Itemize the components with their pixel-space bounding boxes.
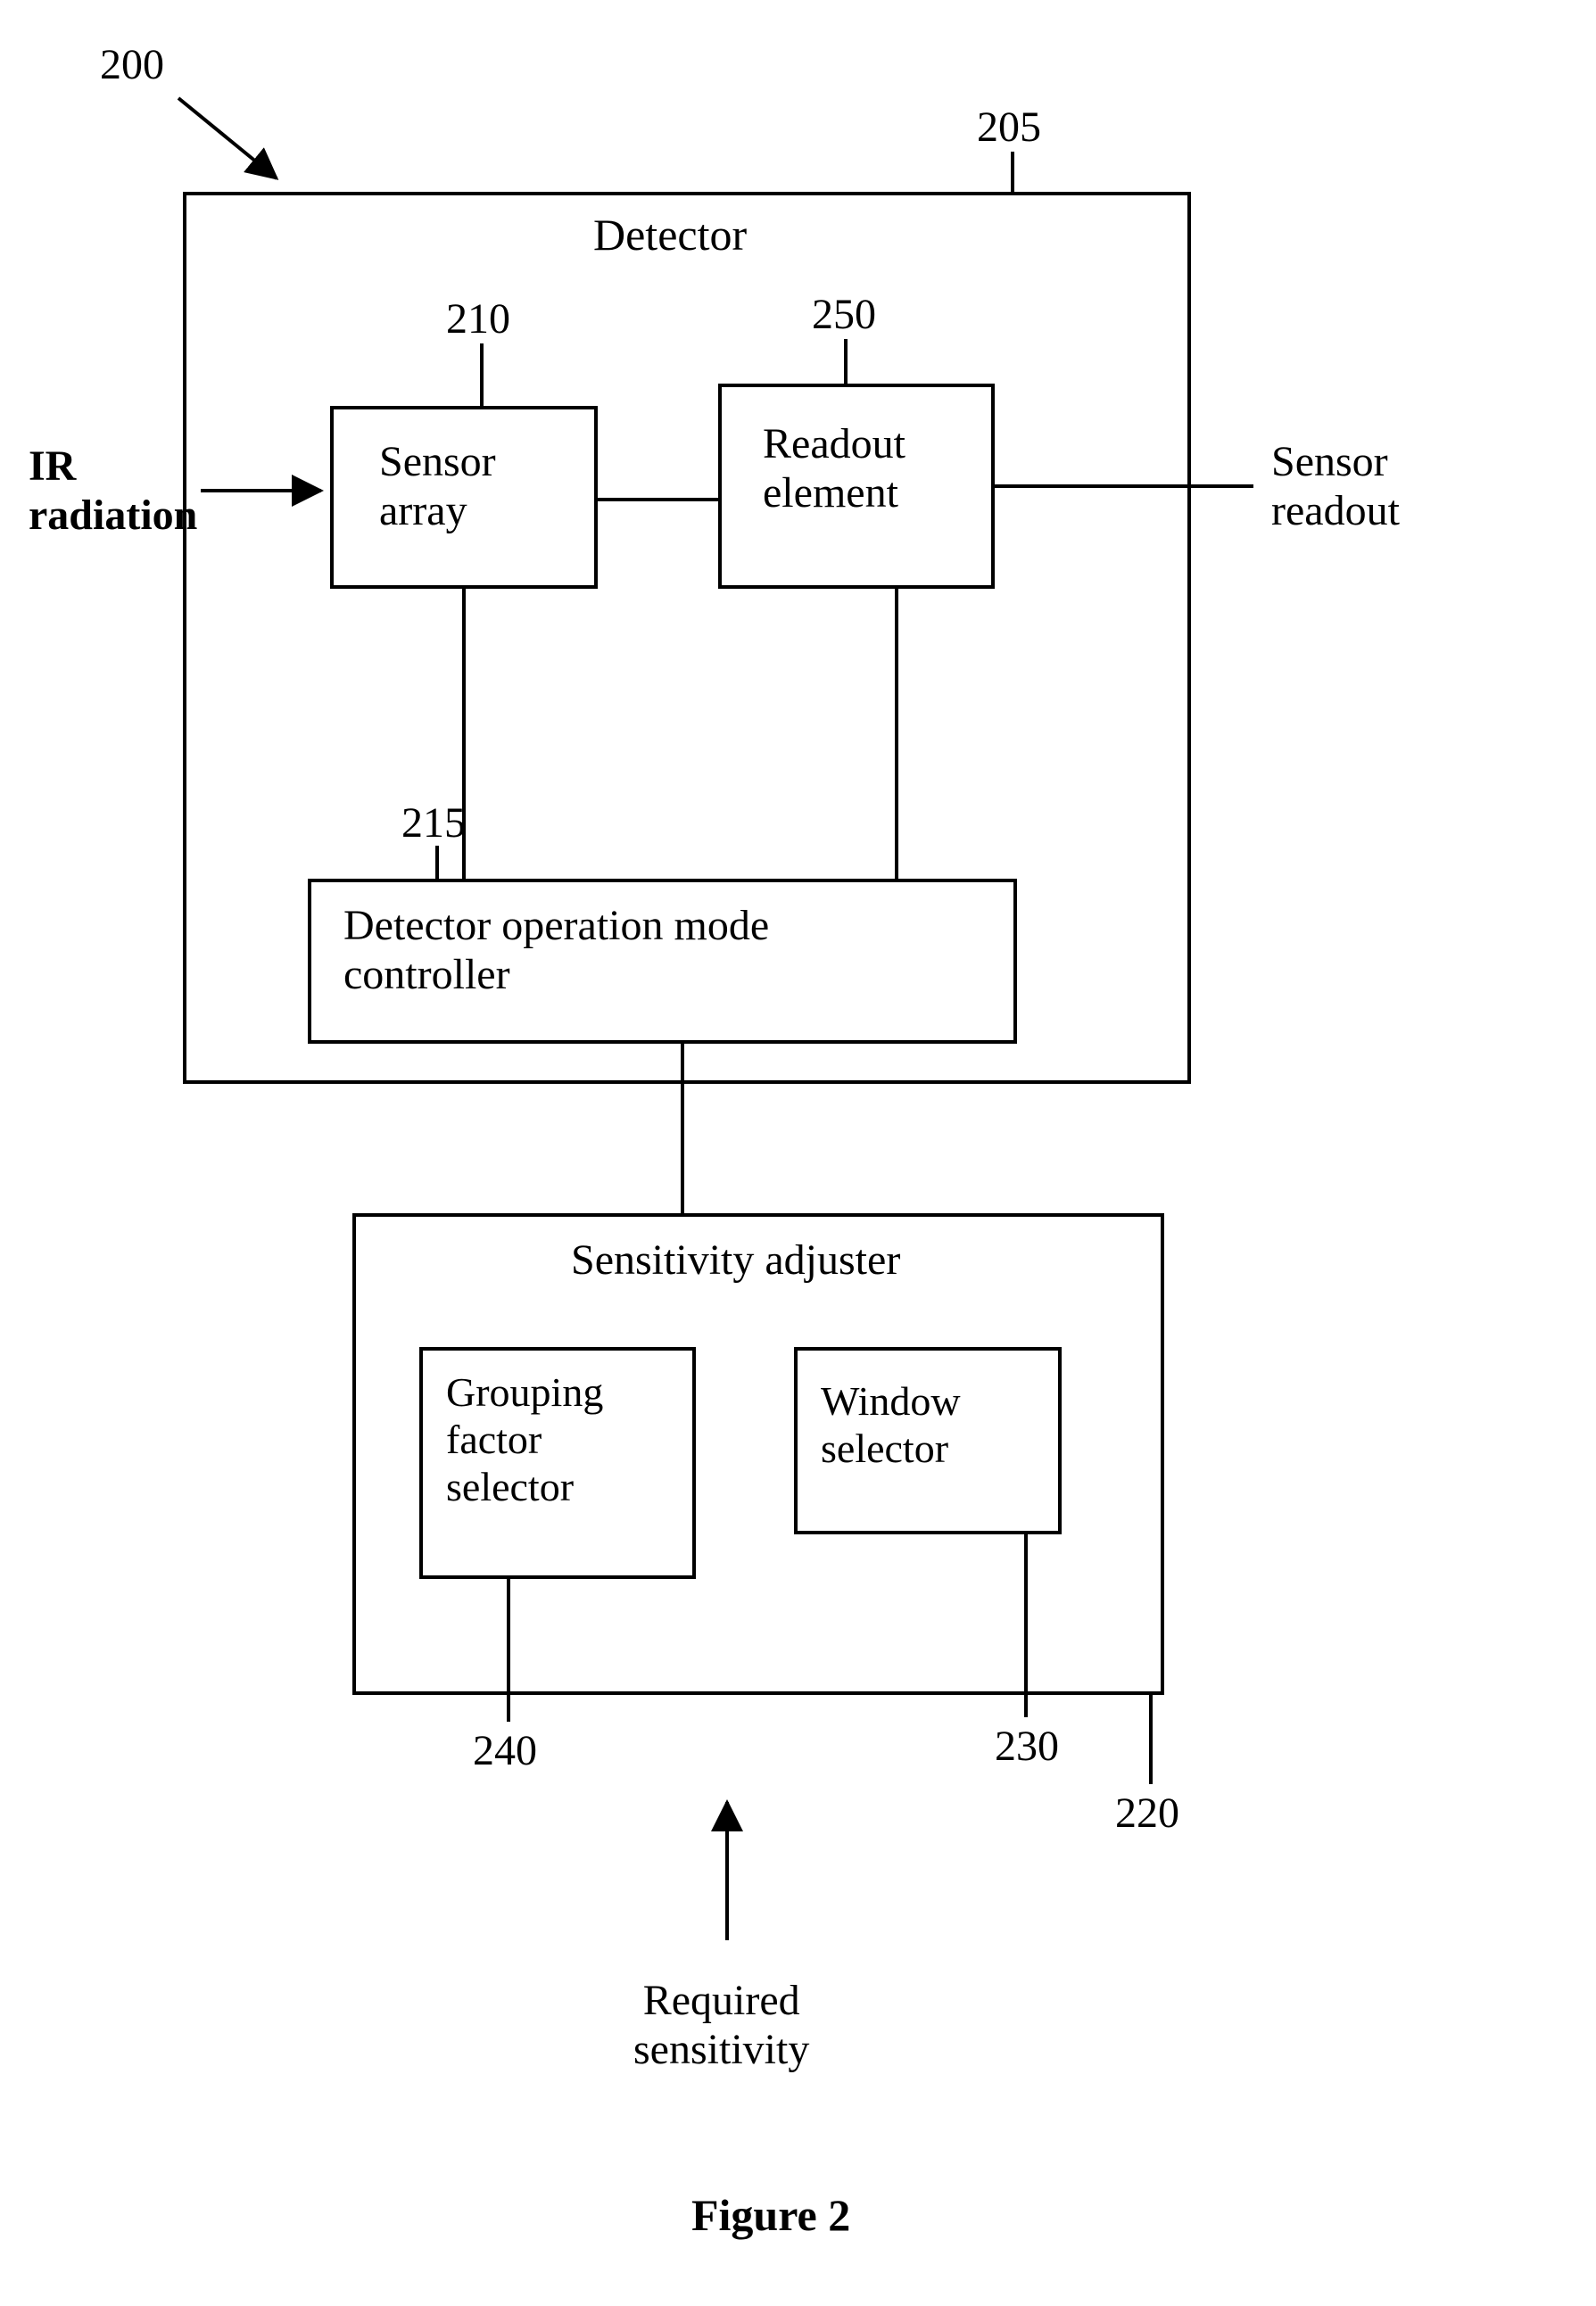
sensitivity-adjuster-label: Sensitivity adjuster (571, 1236, 900, 1285)
ref-210: 210 (446, 294, 510, 343)
ref-230: 230 (995, 1722, 1059, 1771)
ref-205: 205 (977, 103, 1041, 152)
ref-215: 215 (401, 798, 466, 847)
sensor-readout-label: Sensor readout (1271, 437, 1400, 535)
ref-250: 250 (812, 290, 876, 339)
figure-caption: Figure 2 (691, 2190, 850, 2242)
ir-radiation-label: IR radiation (29, 442, 197, 540)
sensor-array-label: Sensor array (379, 437, 496, 535)
required-sensitivity-label: Required sensitivity (633, 1976, 809, 2074)
detector-title: Detector (593, 210, 747, 261)
controller-label: Detector operation mode controller (343, 901, 769, 999)
grouping-selector-label: Grouping factor selector (446, 1369, 603, 1511)
ref-200: 200 (100, 40, 164, 89)
ref-220: 220 (1115, 1789, 1179, 1838)
diagram-canvas: 200 Detector 205 Sensor array 210 Readou… (0, 0, 1596, 2306)
window-selector-label: Window selector (821, 1378, 961, 1473)
readout-element-label: Readout element (763, 419, 906, 517)
ref-240: 240 (473, 1726, 537, 1775)
